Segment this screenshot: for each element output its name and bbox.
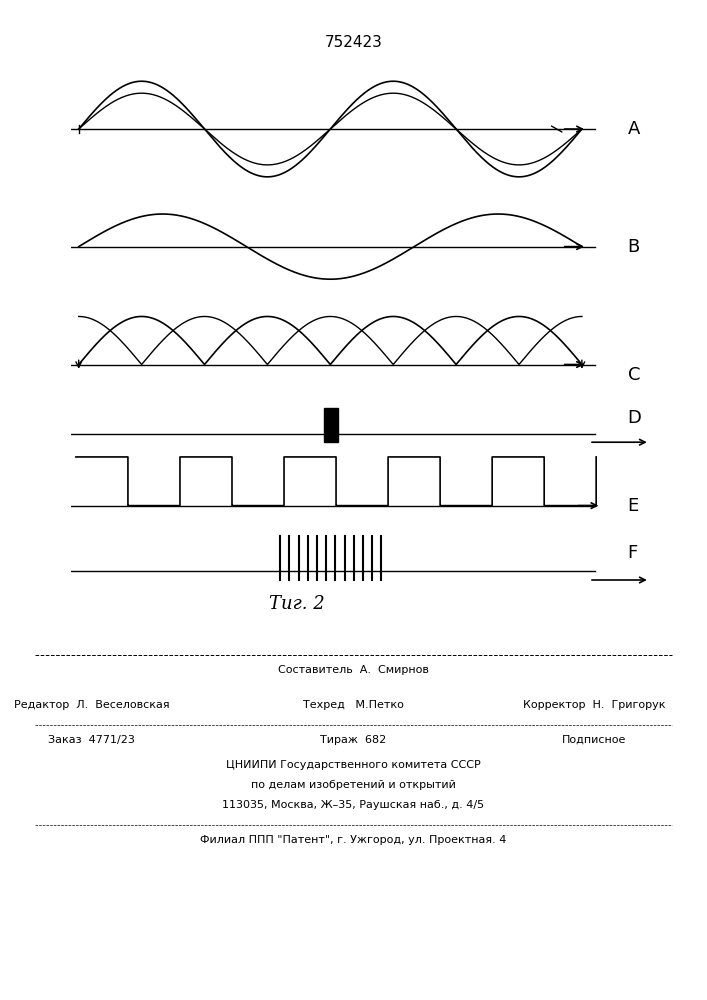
Text: 113035, Москва, Ж–35, Раушская наб., д. 4/5: 113035, Москва, Ж–35, Раушская наб., д. … — [223, 800, 484, 810]
Text: Тираж  682: Тираж 682 — [320, 735, 387, 745]
Text: Редактор  Л.  Веселовская: Редактор Л. Веселовская — [14, 700, 170, 710]
Text: C: C — [628, 366, 640, 384]
Text: ЦНИИПИ Государственного комитета СССР: ЦНИИПИ Государственного комитета СССР — [226, 760, 481, 770]
Text: F: F — [628, 544, 638, 562]
Text: по делам изобретений и открытий: по делам изобретений и открытий — [251, 780, 456, 790]
Text: Корректор  Н.  Григорук: Корректор Н. Григорук — [522, 700, 665, 710]
Text: Техред   М.Петко: Техред М.Петко — [303, 700, 404, 710]
Text: 752423: 752423 — [325, 35, 382, 50]
Text: Заказ  4771/23: Заказ 4771/23 — [49, 735, 135, 745]
Bar — [325, 408, 338, 442]
Text: Подписное: Подписное — [561, 735, 626, 745]
Text: E: E — [628, 497, 639, 515]
Text: Филиал ППП "Патент", г. Ужгород, ул. Проектная. 4: Филиал ППП "Патент", г. Ужгород, ул. Про… — [200, 835, 507, 845]
Text: D: D — [628, 409, 641, 427]
Text: Составитель  А.  Смирнов: Составитель А. Смирнов — [278, 665, 429, 675]
Text: Τиг. 2: Τиг. 2 — [269, 595, 325, 613]
Text: A: A — [628, 120, 640, 138]
Text: B: B — [628, 238, 640, 256]
